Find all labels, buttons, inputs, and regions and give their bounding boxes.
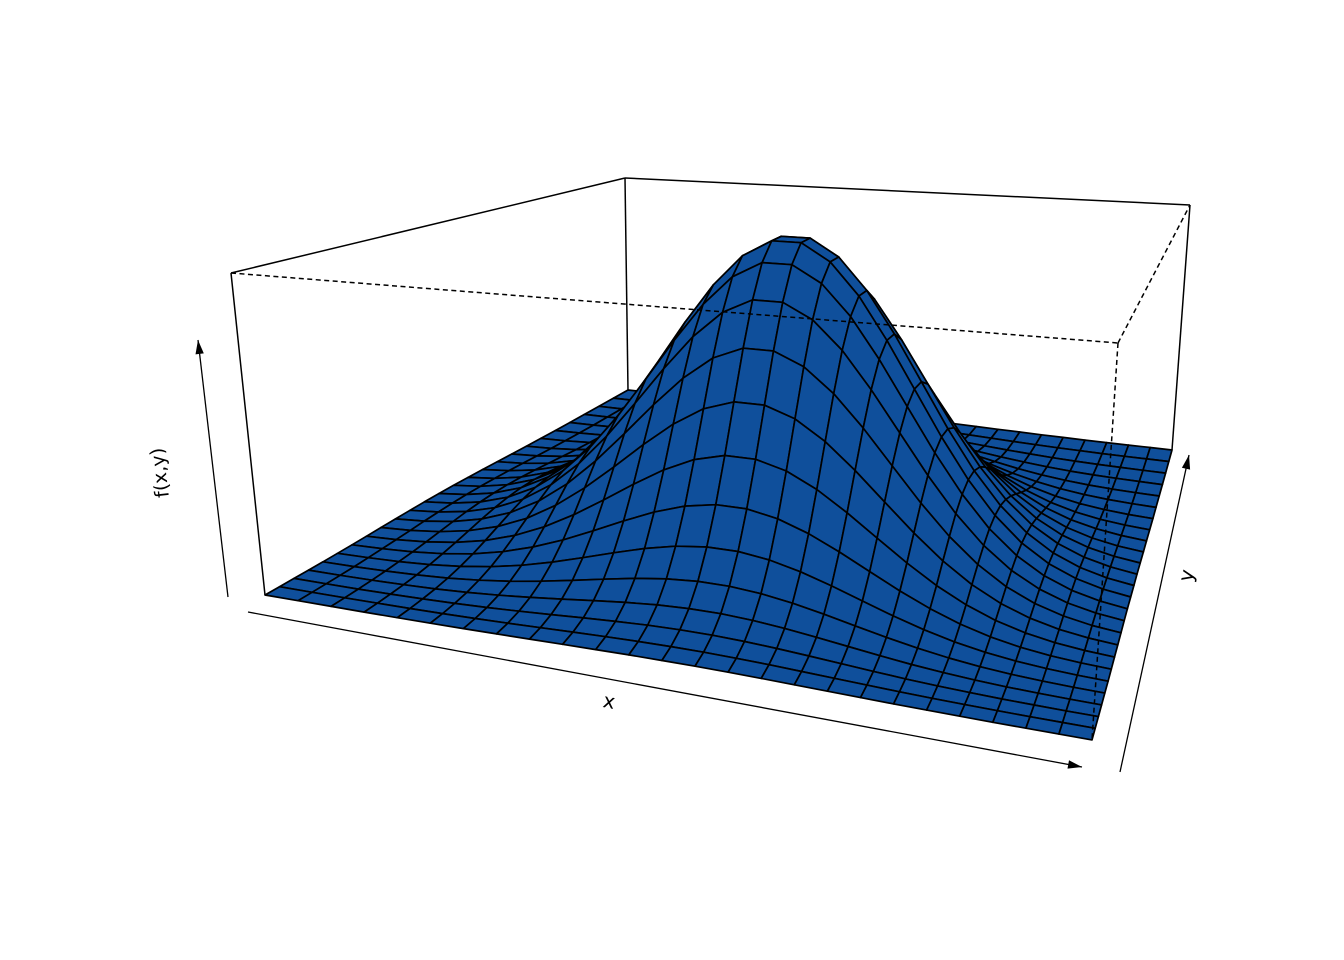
box-top-left-edge <box>230 177 626 274</box>
z-axis-label: f(x,y) <box>146 447 174 499</box>
box-hidden-vertical-front-edge <box>1091 342 1119 741</box>
z-axis-arrow-arrowhead <box>195 340 204 355</box>
box-back-edges <box>230 177 1191 596</box>
box-vertical-back-edge <box>624 177 629 391</box>
y-axis-arrow-arrowhead <box>1181 455 1191 470</box>
surface-facet <box>1058 721 1097 741</box>
x-axis-arrow-line <box>247 611 1083 768</box>
y-axis-arrow-line <box>1119 454 1190 773</box>
x-axis-arrow-arrowhead <box>1067 760 1082 769</box>
box-top-back-edge <box>624 177 1191 206</box>
surface-mesh <box>264 235 1173 741</box>
z-axis-arrow-line <box>197 339 229 598</box>
box-hidden-top-front-edge <box>230 272 1119 344</box>
box-hidden-top-right-edge <box>1117 204 1191 344</box>
axis-arrows <box>195 339 1191 773</box>
y-axis-label: y <box>1173 567 1199 584</box>
x-axis-label: x <box>601 688 617 714</box>
box-vertical-right-edge <box>1171 204 1191 451</box>
box-hidden-edges <box>230 204 1191 741</box>
box-vertical-left-edge <box>230 272 266 596</box>
